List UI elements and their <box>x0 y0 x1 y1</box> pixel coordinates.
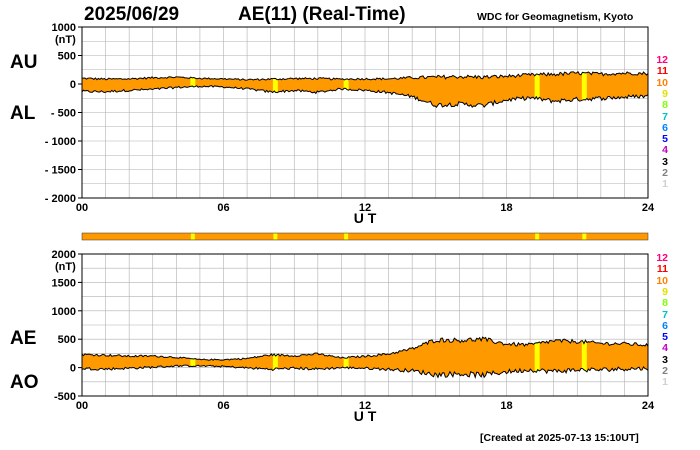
ao-series-label: AO <box>10 372 39 393</box>
highlight-column <box>534 337 540 378</box>
line-al <box>81 85 649 109</box>
legend-count-3: 3 <box>662 155 668 168</box>
legend-count-12: 12 <box>656 54 668 66</box>
x-tick-label: 18 <box>500 400 512 412</box>
legend-count-2: 2 <box>662 365 668 377</box>
x-tick-label: 18 <box>500 202 512 214</box>
date-title: 2025/06/29 <box>84 4 180 25</box>
legend-count-11: 11 <box>656 65 668 78</box>
station-count-strip <box>81 232 649 241</box>
station-strip-marker <box>190 233 195 240</box>
station-strip-marker <box>273 233 278 240</box>
y-tick-label: - 2000 <box>45 193 76 205</box>
line-ae <box>81 336 649 361</box>
x-tick-label: 24 <box>642 400 655 412</box>
station-strip-bar <box>81 232 649 241</box>
legend-count-11: 11 <box>656 263 668 276</box>
x-tick-label: 06 <box>217 202 229 214</box>
y-tick-label: 1500 <box>52 277 76 289</box>
ae-series-label: AE <box>10 328 37 349</box>
y-tick-label: 500 <box>58 334 76 346</box>
legend-count-10: 10 <box>656 274 668 287</box>
legend-count-2: 2 <box>662 167 668 179</box>
panel-au-al: 1000 500 0 - 500 - 1000 - 1500 - 2000 (nT) 00 06 1… <box>45 22 655 226</box>
legend-count-6: 6 <box>662 319 668 332</box>
plot-frame <box>81 253 649 397</box>
legend-count-10: 10 <box>656 76 668 89</box>
legend-count-1: 1 <box>662 376 668 389</box>
highlight-column <box>272 337 278 378</box>
y-tick-label: 2000 <box>52 249 76 261</box>
legend-count-5: 5 <box>662 331 668 344</box>
legend-count-6: 6 <box>662 121 668 134</box>
created-timestamp: [Created at 2025-07-13 15:10UT] <box>480 432 639 444</box>
station-strip-marker <box>582 233 587 240</box>
line-ao <box>81 364 649 379</box>
y-tick-label: - 1000 <box>45 136 76 148</box>
x-tick-label: 24 <box>642 202 655 214</box>
y-axis-unit: (nT) <box>55 261 76 273</box>
highlight-column <box>272 71 278 108</box>
y-tick-label: - 500 <box>51 108 76 120</box>
au-series-label: AU <box>10 52 38 73</box>
panel-ae-ao: 2000 1500 1000 500 0 -500 (nT) 00 06 12 18 24 U T <box>52 249 655 424</box>
legend-count-4: 4 <box>662 144 668 157</box>
y-tick-label: -500 <box>54 391 76 403</box>
y-tick-label: 500 <box>58 51 76 63</box>
legend-count-5: 5 <box>662 133 668 146</box>
x-tick-label: 12 <box>359 202 371 214</box>
station-strip-marker <box>535 233 540 240</box>
x-tick-label: 00 <box>76 202 88 214</box>
chart-title: AE(11) (Real-Time) <box>238 4 406 25</box>
source-label: WDC for Geomagnetism, Kyoto <box>477 11 634 23</box>
y-tick-label: 1000 <box>52 22 76 34</box>
y-tick-label: 1000 <box>52 306 76 318</box>
y-tick-label: 0 <box>70 79 76 91</box>
legend-count-12: 12 <box>656 252 668 264</box>
x-axis-label: U T <box>354 210 377 226</box>
al-series-label: AL <box>10 103 36 124</box>
legend-count-4: 4 <box>662 342 668 355</box>
x-tick-label: 06 <box>217 400 229 412</box>
x-tick-label: 00 <box>76 400 88 412</box>
x-axis-label: U T <box>354 408 377 424</box>
highlight-column <box>581 71 587 108</box>
legend-count-9: 9 <box>662 285 668 298</box>
y-axis-unit: (nT) <box>55 34 76 46</box>
legend-count-7: 7 <box>662 308 668 321</box>
legend-count-1: 1 <box>662 178 668 191</box>
legend-count-7: 7 <box>662 110 668 123</box>
line-au <box>81 71 649 81</box>
y-tick-label: - 1500 <box>45 165 76 177</box>
highlight-column <box>534 71 540 108</box>
y-tick-label: 0 <box>70 363 76 375</box>
legend-count-9: 9 <box>662 87 668 100</box>
legend-count-3: 3 <box>662 353 668 366</box>
highlight-column <box>581 337 587 378</box>
legend-count-8: 8 <box>662 297 668 310</box>
station-strip-marker <box>344 233 349 240</box>
legend-count-8: 8 <box>662 99 668 112</box>
x-tick-label: 12 <box>359 400 371 412</box>
